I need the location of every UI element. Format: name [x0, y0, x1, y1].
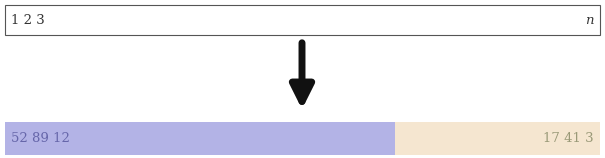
Bar [5, 122, 394, 155]
Bar [5, 5, 600, 35]
Text: n: n [586, 13, 594, 27]
Bar [394, 122, 600, 155]
Text: 17 41 3: 17 41 3 [543, 132, 594, 145]
Text: 1 2 3: 1 2 3 [11, 13, 45, 27]
Text: 52 89 12: 52 89 12 [11, 132, 70, 145]
